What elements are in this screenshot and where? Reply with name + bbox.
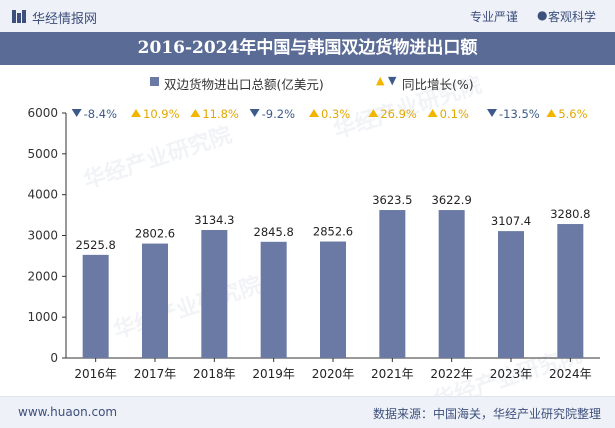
bar (201, 230, 228, 358)
brand-name: 华经情报网 (32, 12, 98, 27)
y-tick-label: 6000 (27, 106, 58, 120)
legend-down-triangle-icon: ▼ (388, 74, 397, 87)
separator-dot-icon: ● (537, 8, 548, 22)
x-tick-label: 2018年 (193, 367, 236, 381)
y-tick-label: 3000 (27, 229, 58, 243)
x-tick-label: 2017年 (134, 367, 177, 381)
y-tick-label: 0 (50, 351, 58, 365)
bar (260, 241, 287, 358)
legend-bar-swatch (150, 77, 159, 86)
x-tick-label: 2024年 (549, 367, 592, 381)
bar-value-label: 3622.9 (432, 193, 472, 207)
growth-label: 0.3% (321, 107, 350, 121)
bar (142, 243, 168, 358)
growth-up-triangle (309, 109, 319, 117)
x-tick-label: 2016年 (74, 367, 117, 381)
chart-legend: 双边货物进出口总额(亿美元) ▲ ▼ 同比增长(%) (0, 72, 615, 92)
bar-value-label: 3280.8 (550, 207, 590, 221)
bar (438, 210, 465, 358)
y-tick-label: 1000 (27, 310, 58, 324)
growth-up-triangle (190, 109, 201, 117)
growth-label: 10.9% (143, 107, 180, 121)
growth-label: 5.6% (558, 107, 587, 121)
bar-chart: 0 1000 2000 3000 4000 5000 6000 2525.8 2016年 -8.4… (27, 106, 600, 381)
growth-up-triangle (427, 109, 438, 117)
growth-up-triangle (131, 109, 141, 117)
bar (82, 254, 109, 358)
bar (557, 224, 584, 358)
growth-up-triangle (368, 109, 379, 117)
growth-label: -9.2% (262, 107, 295, 121)
bar-value-label: 3134.3 (194, 213, 234, 227)
slogan-professional: 专业严谨 (470, 10, 519, 24)
bar (498, 231, 524, 358)
bar-value-label: 2525.8 (76, 238, 116, 252)
growth-down-triangle (71, 109, 82, 117)
x-tick-label: 2023年 (490, 367, 533, 381)
footer-bar: www.huaon.com 数据来源：中国海关，华经产业研究院整理 (0, 396, 615, 428)
y-tick-label: 2000 (27, 269, 58, 283)
chart-title: 2016-2024年中国与韩国双边货物进出口额 (0, 32, 615, 65)
growth-label: 11.8% (202, 107, 239, 121)
growth-label: -13.5% (499, 107, 540, 121)
growth-label: 26.9% (380, 107, 417, 121)
bar-value-label: 2852.6 (313, 225, 353, 239)
bar-value-label: 3107.4 (491, 214, 531, 228)
bar-value-label: 2802.6 (135, 227, 175, 241)
bar-value-label: 2845.8 (254, 225, 294, 239)
x-tick-label: 2020年 (312, 367, 355, 381)
website-url[interactable]: www.huaon.com (18, 405, 118, 419)
logo-icon (12, 10, 26, 23)
legend-up-triangle-icon: ▲ (376, 74, 385, 87)
growth-down-triangle (249, 109, 260, 117)
x-tick-label: 2019年 (252, 367, 295, 381)
growth-down-triangle (487, 109, 497, 117)
y-tick-label: 4000 (27, 188, 58, 202)
bar (320, 241, 346, 358)
growth-label: -8.4% (84, 107, 117, 121)
x-tick-label: 2022年 (430, 367, 473, 381)
growth-up-triangle (546, 109, 557, 117)
legend-bar-label: 双边货物进出口总额(亿美元) (164, 77, 324, 92)
data-source: 数据来源：中国海关，华经产业研究院整理 (372, 407, 601, 421)
bar-value-label: 3623.5 (372, 193, 412, 207)
y-tick-label: 5000 (27, 147, 58, 161)
x-tick-label: 2021年 (371, 367, 414, 381)
growth-label: 0.1% (440, 107, 469, 121)
slogan-objective: 客观科学 (548, 10, 597, 24)
legend-growth-label: 同比增长(%) (402, 77, 474, 92)
bar (379, 210, 406, 358)
